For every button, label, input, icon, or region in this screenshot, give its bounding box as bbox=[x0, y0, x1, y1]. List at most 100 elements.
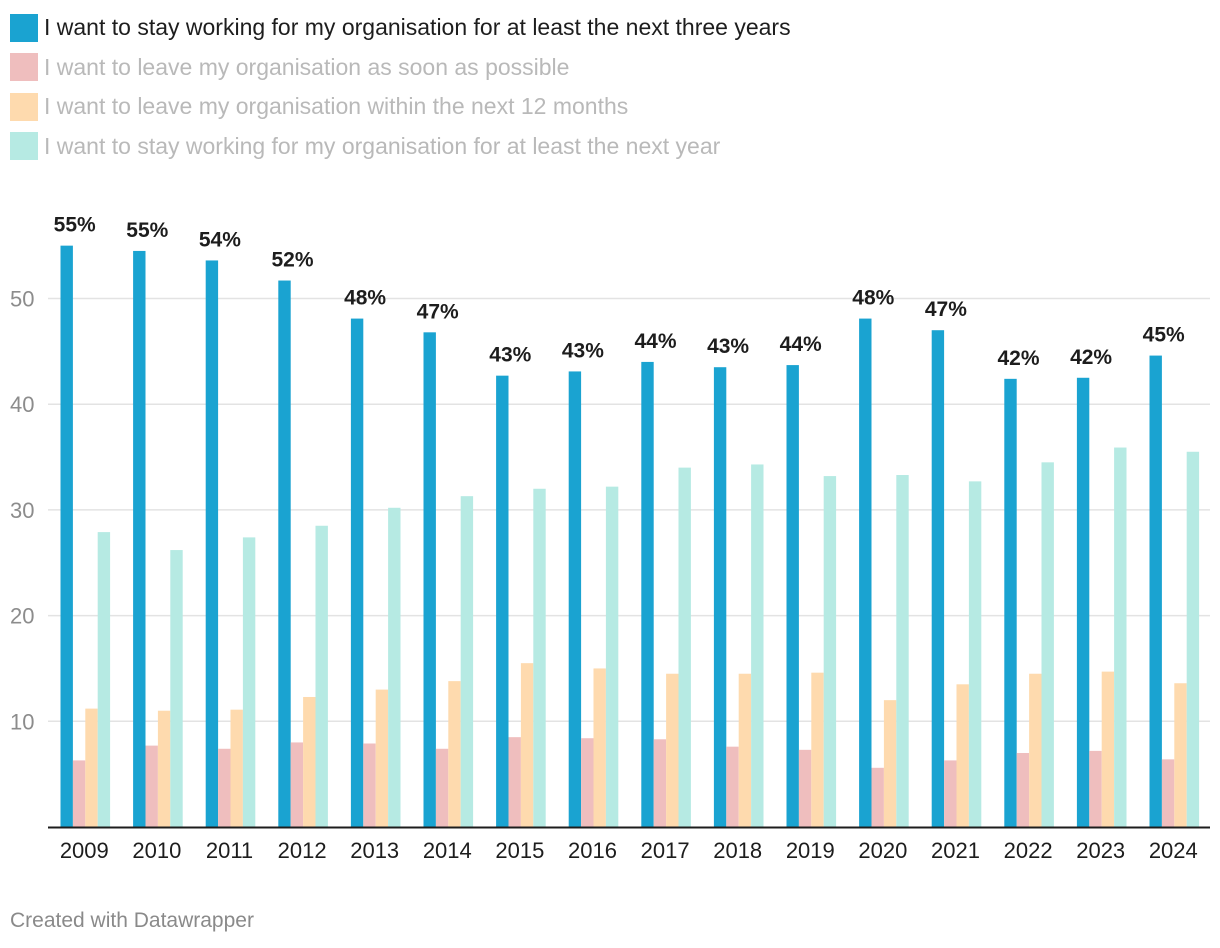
bar-s2-2013 bbox=[375, 689, 389, 827]
x-tick-label-2009: 2009 bbox=[60, 838, 109, 863]
bar-s2-2009 bbox=[85, 708, 98, 827]
legend-item-leave-asap[interactable]: I want to leave my organisation as soon … bbox=[10, 48, 791, 88]
bar-s2-2015 bbox=[520, 663, 534, 827]
bar-s2-2018 bbox=[738, 673, 752, 827]
y-tick-label-30: 30 bbox=[10, 498, 34, 523]
bar-s1-2011 bbox=[218, 748, 231, 827]
value-label-2024: 45% bbox=[1143, 324, 1185, 347]
value-label-2022: 42% bbox=[997, 347, 1039, 370]
bar-s2-2010 bbox=[157, 710, 171, 827]
bar-s1-2017 bbox=[653, 739, 667, 827]
x-tick-label-2010: 2010 bbox=[132, 838, 181, 863]
bar-s3-2009 bbox=[97, 532, 111, 827]
bar-s0-2013 bbox=[350, 318, 364, 827]
bar-s2-2021 bbox=[956, 684, 969, 827]
bar-s3-2022 bbox=[1041, 462, 1054, 827]
value-label-2017: 44% bbox=[634, 330, 676, 353]
bar-s3-2024 bbox=[1186, 451, 1200, 827]
bar-s3-2020 bbox=[896, 475, 909, 827]
bar-s2-2014 bbox=[448, 681, 461, 827]
value-label-2019: 44% bbox=[780, 333, 822, 356]
bar-s3-2019 bbox=[823, 476, 837, 827]
bar-s0-2010 bbox=[133, 250, 146, 827]
y-tick-label-10: 10 bbox=[10, 709, 34, 734]
bar-s0-2016 bbox=[568, 371, 582, 827]
bar-s1-2020 bbox=[871, 767, 884, 827]
bar-s3-2017 bbox=[678, 467, 691, 827]
x-tick-label-2019: 2019 bbox=[786, 838, 835, 863]
legend-item-stay-three-years[interactable]: I want to stay working for my organisati… bbox=[10, 8, 791, 48]
value-label-2021: 47% bbox=[925, 298, 967, 321]
bar-s3-2021 bbox=[968, 481, 982, 827]
bar-s1-2009 bbox=[72, 760, 86, 827]
value-label-2018: 43% bbox=[707, 335, 749, 358]
bar-s0-2015 bbox=[496, 375, 509, 827]
bar-s0-2018 bbox=[713, 367, 727, 827]
value-label-2010: 55% bbox=[126, 219, 168, 242]
bar-s0-2019 bbox=[786, 365, 799, 827]
x-tick-label-2012: 2012 bbox=[278, 838, 327, 863]
bar-s2-2020 bbox=[883, 700, 897, 827]
bar-s1-2018 bbox=[726, 746, 739, 827]
bar-s1-2013 bbox=[363, 743, 376, 827]
bar-s0-2024 bbox=[1149, 355, 1162, 827]
legend-label-leave-asap: I want to leave my organisation as soon … bbox=[44, 53, 570, 80]
legend-swatch-stay-next-year bbox=[10, 132, 38, 161]
value-label-2014: 47% bbox=[417, 300, 459, 323]
x-tick-label-2015: 2015 bbox=[495, 838, 544, 863]
value-label-2023: 42% bbox=[1070, 346, 1112, 369]
legend-label-stay-next-year: I want to stay working for my organisati… bbox=[44, 132, 721, 159]
bar-s0-2011 bbox=[205, 260, 219, 827]
bar-s0-2014 bbox=[423, 332, 436, 827]
value-label-2013: 48% bbox=[344, 287, 386, 310]
legend-item-stay-next-year[interactable]: I want to stay working for my organisati… bbox=[10, 127, 791, 167]
x-tick-label-2021: 2021 bbox=[931, 838, 980, 863]
bar-s3-2012 bbox=[315, 525, 328, 827]
bar-s3-2013 bbox=[388, 507, 401, 827]
bar-s3-2014 bbox=[460, 496, 474, 827]
bar-s1-2014 bbox=[435, 748, 449, 827]
bar-s0-2012 bbox=[278, 280, 291, 827]
bar-s1-2016 bbox=[581, 738, 594, 827]
bar-chart: 10 20 30 40 50 55% 2009 55% 2010 54% 2011 52% 2012 48… bbox=[10, 214, 1210, 863]
y-tick-label-40: 40 bbox=[10, 392, 34, 417]
bar-s0-2022 bbox=[1004, 378, 1017, 827]
bar-s2-2011 bbox=[230, 709, 243, 827]
legend-item-leave-12-months[interactable]: I want to leave my organisation within t… bbox=[10, 87, 791, 127]
bar-s2-2016 bbox=[593, 668, 606, 827]
value-label-2016: 43% bbox=[562, 339, 604, 362]
x-tick-label-2022: 2022 bbox=[1004, 838, 1053, 863]
value-label-2015: 43% bbox=[489, 344, 531, 367]
bar-s0-2009 bbox=[60, 245, 73, 827]
bar-s3-2011 bbox=[242, 537, 256, 827]
bar-s0-2017 bbox=[641, 361, 654, 827]
bar-s3-2015 bbox=[533, 488, 546, 827]
bar-s0-2023 bbox=[1076, 377, 1090, 827]
value-label-2012: 52% bbox=[271, 249, 313, 272]
legend-swatch-stay-three-years bbox=[10, 13, 38, 42]
bar-s1-2021 bbox=[944, 760, 957, 827]
value-label-2011: 54% bbox=[199, 228, 241, 251]
bar-s1-2012 bbox=[290, 742, 304, 827]
bar-s3-2023 bbox=[1114, 447, 1127, 827]
datawrapper-credit[interactable]: Created with Datawrapper bbox=[10, 909, 254, 932]
legend-label-stay-three-years: I want to stay working for my organisati… bbox=[44, 14, 791, 41]
y-tick-label-50: 50 bbox=[10, 287, 34, 312]
bar-s2-2024 bbox=[1174, 683, 1187, 827]
x-tick-label-2016: 2016 bbox=[568, 838, 617, 863]
legend-label-leave-12-months: I want to leave my organisation within t… bbox=[44, 93, 629, 120]
bar-s1-2019 bbox=[798, 749, 812, 827]
bar-s1-2023 bbox=[1089, 750, 1102, 827]
bar-s1-2024 bbox=[1161, 759, 1175, 827]
bar-s3-2018 bbox=[751, 464, 764, 827]
x-tick-label-2023: 2023 bbox=[1076, 838, 1125, 863]
bar-s3-2016 bbox=[605, 486, 619, 827]
x-tick-label-2018: 2018 bbox=[713, 838, 762, 863]
bar-s1-2022 bbox=[1016, 753, 1030, 827]
y-tick-label-20: 20 bbox=[10, 604, 34, 629]
bar-s1-2010 bbox=[145, 745, 158, 827]
bar-s2-2023 bbox=[1101, 671, 1115, 827]
legend: I want to stay working for my organisati… bbox=[10, 8, 791, 166]
bar-s3-2010 bbox=[170, 550, 183, 827]
bar-s0-2021 bbox=[931, 330, 945, 827]
